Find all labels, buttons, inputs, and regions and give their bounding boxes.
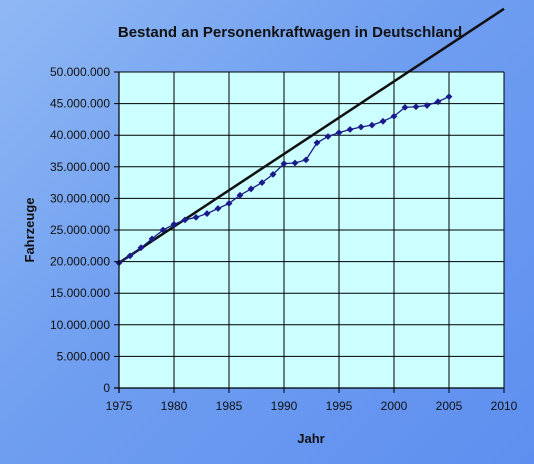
data-point bbox=[203, 210, 211, 217]
data-point bbox=[269, 170, 277, 178]
data-point bbox=[335, 129, 343, 137]
x-tick-labels: 1975 1980 1985 1990 1995 2000 2005 2010 bbox=[106, 399, 518, 413]
data-point bbox=[302, 156, 310, 164]
y-axis-title: Fahrzeuge bbox=[22, 197, 37, 262]
data-point bbox=[137, 244, 145, 252]
grid bbox=[119, 71, 505, 388]
y-tick-label: 0 bbox=[103, 381, 110, 395]
data-point bbox=[225, 200, 233, 207]
data-point bbox=[181, 216, 189, 224]
data-point bbox=[148, 235, 156, 243]
x-tick-label: 1995 bbox=[326, 399, 353, 413]
data-point bbox=[346, 126, 354, 133]
data-point bbox=[423, 102, 431, 109]
data-point bbox=[291, 159, 299, 167]
x-tick-label: 1990 bbox=[271, 399, 298, 413]
y-tick-label: 15.000.000 bbox=[50, 286, 110, 300]
data-point bbox=[357, 123, 365, 131]
x-tick-label: 1980 bbox=[161, 399, 188, 413]
x-axis-title: Jahr bbox=[297, 431, 324, 446]
data-series-group bbox=[115, 93, 453, 267]
data-point bbox=[247, 185, 255, 193]
chart-title: Bestand an Personenkraftwagen in Deutsch… bbox=[118, 24, 462, 41]
data-point bbox=[258, 179, 266, 186]
data-point bbox=[214, 205, 222, 212]
data-point bbox=[324, 133, 332, 140]
y-tick-labels: 0 5.000.000 10.000.000 15.000.000 20.000.000… bbox=[50, 65, 110, 395]
data-point bbox=[280, 160, 288, 168]
data-point bbox=[159, 226, 167, 234]
data-point bbox=[379, 117, 387, 125]
y-tick-label: 50.000.000 bbox=[50, 65, 110, 79]
y-tick-label: 25.000.000 bbox=[50, 223, 110, 237]
data-point bbox=[390, 112, 398, 120]
data-point bbox=[126, 252, 134, 260]
y-tick-label: 35.000.000 bbox=[50, 160, 110, 174]
x-tick-label: 2010 bbox=[491, 399, 518, 413]
data-point bbox=[401, 103, 409, 111]
data-point bbox=[170, 220, 178, 228]
axes bbox=[114, 71, 505, 393]
x-tick-label: 1975 bbox=[106, 399, 133, 413]
y-tick-label: 45.000.000 bbox=[50, 97, 110, 111]
data-point bbox=[434, 98, 442, 106]
data-point bbox=[412, 103, 420, 111]
data-point bbox=[192, 213, 200, 221]
y-tick-label: 20.000.000 bbox=[50, 255, 110, 269]
data-point bbox=[236, 191, 244, 199]
x-tick-label: 2005 bbox=[436, 399, 463, 413]
data-point bbox=[368, 121, 376, 129]
y-tick-label: 30.000.000 bbox=[50, 191, 110, 205]
y-tick-label: 10.000.000 bbox=[50, 318, 110, 332]
data-point bbox=[313, 139, 321, 147]
x-tick-label: 1985 bbox=[216, 399, 243, 413]
x-tick-label: 2000 bbox=[381, 399, 408, 413]
y-tick-label: 5.000.000 bbox=[57, 349, 111, 363]
y-tick-label: 40.000.000 bbox=[50, 128, 110, 142]
data-point bbox=[445, 93, 453, 101]
